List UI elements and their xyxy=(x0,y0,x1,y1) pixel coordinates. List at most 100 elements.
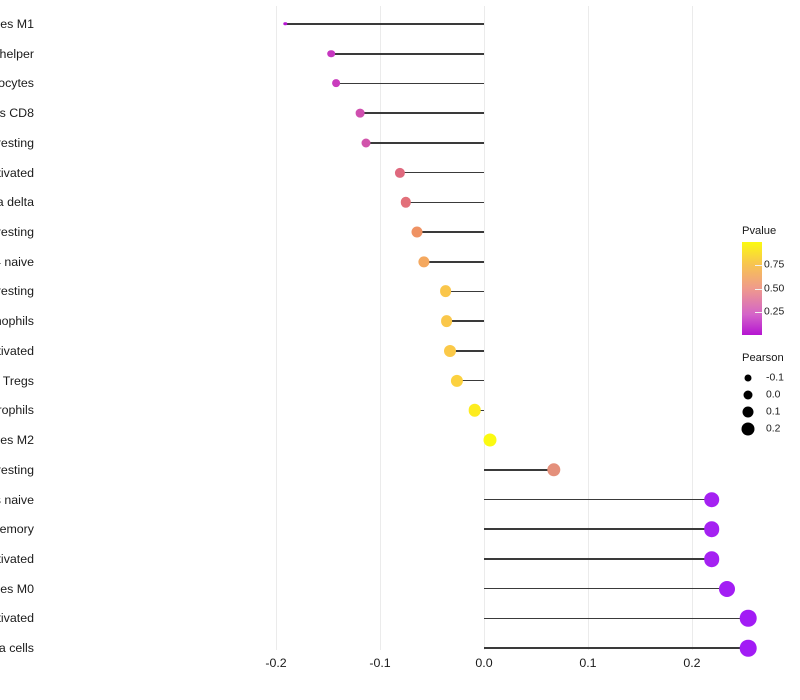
lollipop-stem xyxy=(449,350,484,352)
lollipop-point[interactable] xyxy=(327,49,335,58)
chart-row: Macrophages M2 xyxy=(0,425,800,455)
lollipop-stem xyxy=(366,142,484,144)
lollipop-point[interactable] xyxy=(439,285,452,298)
gridline-2 xyxy=(483,6,485,650)
lollipop-point[interactable] xyxy=(361,138,371,148)
y-axis-label: NK cells activated xyxy=(0,165,34,180)
size-legend-label: 0.1 xyxy=(766,406,781,417)
chart-row: Monocytes xyxy=(0,68,800,98)
lollipop-point[interactable] xyxy=(719,580,736,597)
y-axis-label: T cells follicular helper xyxy=(0,46,34,61)
colorbar-tick-label: 0.50 xyxy=(764,283,785,294)
chart-row: T cells CD4 memory activated xyxy=(0,603,800,633)
size-legend-dot xyxy=(743,390,753,399)
lollipop-stem xyxy=(285,23,484,25)
chart-row: B cells naive xyxy=(0,485,800,515)
chart-row: T cells CD4 naive xyxy=(0,247,800,277)
lollipop-point[interactable] xyxy=(332,79,341,88)
lollipop-point[interactable] xyxy=(546,463,561,477)
colorbar-tick-label: 0.25 xyxy=(764,306,785,318)
lollipop-stem xyxy=(483,468,554,471)
y-axis-label: T cells gamma delta xyxy=(0,195,34,210)
lollipop-stem xyxy=(399,171,484,174)
lollipop-stem xyxy=(483,498,712,501)
size-legend-item: 0.2 xyxy=(741,420,800,437)
lollipop-point[interactable] xyxy=(739,610,757,627)
colorbar-tick-mark xyxy=(755,288,762,290)
lollipop-point[interactable] xyxy=(400,197,412,208)
pearson-legend-items: -0.1 0.0 0.1 0.2 xyxy=(741,369,800,437)
lollipop-point[interactable] xyxy=(283,22,288,26)
chart-row: Mast cells activated xyxy=(0,336,800,366)
y-axis-label: NK cells resting xyxy=(0,462,34,477)
y-axis-label: Neutrophils xyxy=(0,403,34,418)
colorbar-tick-label: 0.75 xyxy=(764,259,785,271)
lollipop-point[interactable] xyxy=(739,639,757,657)
lollipop-point[interactable] xyxy=(394,167,405,178)
x-axis-tick: 0.0 xyxy=(475,656,493,670)
lollipop-stem xyxy=(456,379,484,382)
lollipop-point[interactable] xyxy=(703,521,720,538)
size-legend-item: -0.1 xyxy=(742,369,800,386)
lollipop-stem xyxy=(331,52,484,55)
y-axis-label: Dendritic cells resting xyxy=(0,284,34,299)
chart-row: T cells regulatory Tregs xyxy=(0,366,800,396)
y-axis-label: T cells CD4 memory activated xyxy=(0,611,34,626)
chart-row: T cells gamma delta xyxy=(0,187,800,217)
y-axis-label: Monocytes xyxy=(0,76,34,91)
y-axis-label: T cells CD4 memory resting xyxy=(0,135,34,150)
chart-row: NK cells resting xyxy=(0,455,800,485)
y-axis-label: Plasma cells xyxy=(0,641,34,656)
pvalue-colorbar-wrap: 0.75 0.50 0.25 xyxy=(742,242,798,337)
chart-row: NK cells activated xyxy=(0,158,800,188)
plot-panel xyxy=(236,6,740,650)
lollipop-point[interactable] xyxy=(440,315,453,328)
gridline-4 xyxy=(691,6,693,650)
y-axis-label: Macrophages M2 xyxy=(0,433,34,448)
lollipop-stem xyxy=(360,112,484,114)
lollipop-stem xyxy=(483,528,712,531)
chart-row: T cells follicular helper xyxy=(0,39,800,69)
colorbar-tick-mark xyxy=(755,311,762,313)
chart-row: Macrophages M0 xyxy=(0,574,800,604)
pvalue-legend-title: Pvalue xyxy=(742,225,777,237)
y-axis-label: Macrophages M0 xyxy=(0,581,34,596)
gridline-0 xyxy=(276,6,278,650)
lollipop-stem xyxy=(423,260,484,263)
lollipop-stem xyxy=(336,82,484,85)
x-axis-tick: 0.2 xyxy=(683,656,701,670)
size-legend-item: 0.1 xyxy=(742,403,800,420)
chart-row: B cells memory xyxy=(0,514,800,544)
lollipop-point[interactable] xyxy=(443,344,456,357)
pvalue-legend: Pvalue 0.75 0.50 0.25 xyxy=(742,225,800,337)
lollipop-point[interactable] xyxy=(418,256,430,268)
lollipop-point[interactable] xyxy=(483,433,497,447)
lollipop-point[interactable] xyxy=(468,404,481,417)
size-legend-label: -0.1 xyxy=(766,372,784,383)
lollipop-stem xyxy=(483,617,749,620)
lollipop-point[interactable] xyxy=(355,108,365,118)
chart-row: Plasma cells xyxy=(0,633,800,663)
lollipop-stem xyxy=(483,558,712,560)
lollipop-point[interactable] xyxy=(450,374,464,387)
lollipop-stem xyxy=(446,320,484,322)
y-axis-label: B cells memory xyxy=(0,522,34,537)
chart-row: Macrophages M1 xyxy=(0,9,800,39)
gridline-1 xyxy=(380,6,381,650)
lollipop-stem xyxy=(445,290,484,293)
x-axis-tick: 0.1 xyxy=(579,656,597,670)
chart-row: T cells CD4 memory resting xyxy=(0,128,800,158)
y-axis-label: T cells CD8 xyxy=(0,106,34,121)
lollipop-point[interactable] xyxy=(703,491,720,508)
size-legend-dot xyxy=(744,374,752,381)
lollipop-point[interactable] xyxy=(411,226,423,238)
y-axis-label: Dendritic cells activated xyxy=(0,551,34,566)
chart-row: T cells CD8 xyxy=(0,98,800,128)
size-legend-item: 0.0 xyxy=(742,386,800,403)
size-legend-dot xyxy=(742,406,754,417)
lollipop-point[interactable] xyxy=(703,551,720,567)
x-axis-tick: -0.1 xyxy=(369,656,391,670)
x-axis: -0.2 -0.1 0.0 0.1 0.2 xyxy=(0,650,800,680)
lollipop-stem xyxy=(483,647,749,649)
